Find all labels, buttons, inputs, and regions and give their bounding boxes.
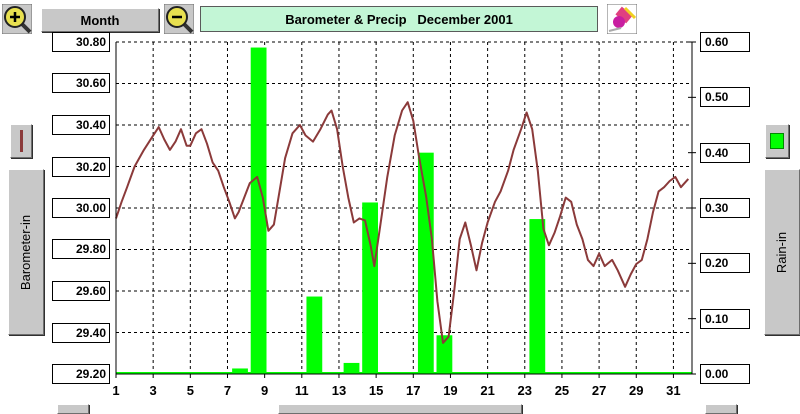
x-tick-label: 9 bbox=[261, 383, 268, 398]
x-tick-label: 5 bbox=[187, 383, 194, 398]
right-tick-label: 0.00 bbox=[700, 364, 750, 384]
clear-button[interactable] bbox=[606, 3, 638, 35]
x-tick-label: 15 bbox=[369, 383, 383, 398]
left-tick-label: 29.80 bbox=[52, 239, 110, 259]
eraser-icon bbox=[606, 3, 638, 35]
barometer-color-swatch bbox=[19, 130, 23, 152]
left-tick-label: 29.60 bbox=[52, 281, 110, 301]
x-tick-label: 3 bbox=[150, 383, 157, 398]
x-tick-label: 25 bbox=[555, 383, 569, 398]
left-tick-label: 30.00 bbox=[52, 198, 110, 218]
x-axis-ticks: 1 3 5 7 9 11 13 15 17 19 21 23 25 27 29 31 bbox=[112, 374, 681, 398]
barometer-line-path bbox=[115, 101, 690, 344]
period-month-button[interactable]: Month bbox=[41, 8, 159, 32]
rain-bar bbox=[362, 202, 378, 374]
rain-bar bbox=[250, 47, 267, 375]
right-tick-label: 0.20 bbox=[700, 253, 750, 273]
rain-bar bbox=[529, 219, 546, 374]
left-tick-label: 30.20 bbox=[52, 157, 110, 177]
rain-bar bbox=[436, 335, 453, 374]
zoom-in-button[interactable] bbox=[1, 3, 33, 35]
x-tick-label: 13 bbox=[332, 383, 346, 398]
right-tick-label: 0.60 bbox=[700, 32, 750, 52]
rain-axis-button[interactable]: Rain-in bbox=[764, 169, 800, 335]
scroll-right-button[interactable] bbox=[705, 404, 737, 414]
x-tick-label: 19 bbox=[443, 383, 457, 398]
rain-bars bbox=[116, 47, 692, 375]
magnifier-minus-icon bbox=[163, 3, 195, 35]
x-tick-label: 7 bbox=[224, 383, 231, 398]
left-tick-label: 29.20 bbox=[52, 364, 110, 384]
x-tick-label: 21 bbox=[480, 383, 494, 398]
left-tick-label: 30.60 bbox=[52, 73, 110, 93]
x-tick-label: 29 bbox=[629, 383, 643, 398]
magnifier-plus-icon bbox=[1, 3, 33, 35]
x-tick-label: 11 bbox=[295, 383, 309, 398]
x-tick-label: 31 bbox=[666, 383, 680, 398]
x-tick-label: 27 bbox=[592, 383, 606, 398]
plot-frame bbox=[115, 42, 693, 375]
right-tick-label: 0.40 bbox=[700, 143, 750, 163]
x-tick-label: 17 bbox=[406, 383, 420, 398]
right-tick-label: 0.50 bbox=[700, 87, 750, 107]
rain-bar bbox=[417, 152, 434, 374]
rain-legend-swatch[interactable] bbox=[765, 124, 789, 158]
barometer-line bbox=[115, 101, 690, 344]
scroll-left-button[interactable] bbox=[57, 404, 89, 414]
scroll-thumb[interactable] bbox=[278, 404, 522, 414]
x-tick-label: 23 bbox=[518, 383, 532, 398]
right-tick-label: 0.30 bbox=[700, 198, 750, 218]
zoom-out-button[interactable] bbox=[163, 3, 195, 35]
chart-title: Barometer & Precip December 2001 bbox=[200, 6, 598, 32]
x-tick-label: 1 bbox=[112, 383, 119, 398]
barometer-axis-button[interactable]: Barometer-in bbox=[8, 169, 44, 335]
period-label: Month bbox=[80, 12, 120, 28]
left-tick-label: 30.40 bbox=[52, 115, 110, 135]
left-tick-label: 29.40 bbox=[52, 323, 110, 343]
rain-bar bbox=[343, 362, 360, 374]
rain-bar bbox=[306, 296, 323, 374]
right-tick-label: 0.10 bbox=[700, 309, 750, 329]
barometer-legend-swatch[interactable] bbox=[10, 124, 32, 158]
left-tick-label: 30.80 bbox=[52, 32, 110, 52]
rain-color-swatch bbox=[770, 133, 784, 149]
grid bbox=[115, 41, 696, 375]
rain-bar bbox=[232, 368, 248, 374]
